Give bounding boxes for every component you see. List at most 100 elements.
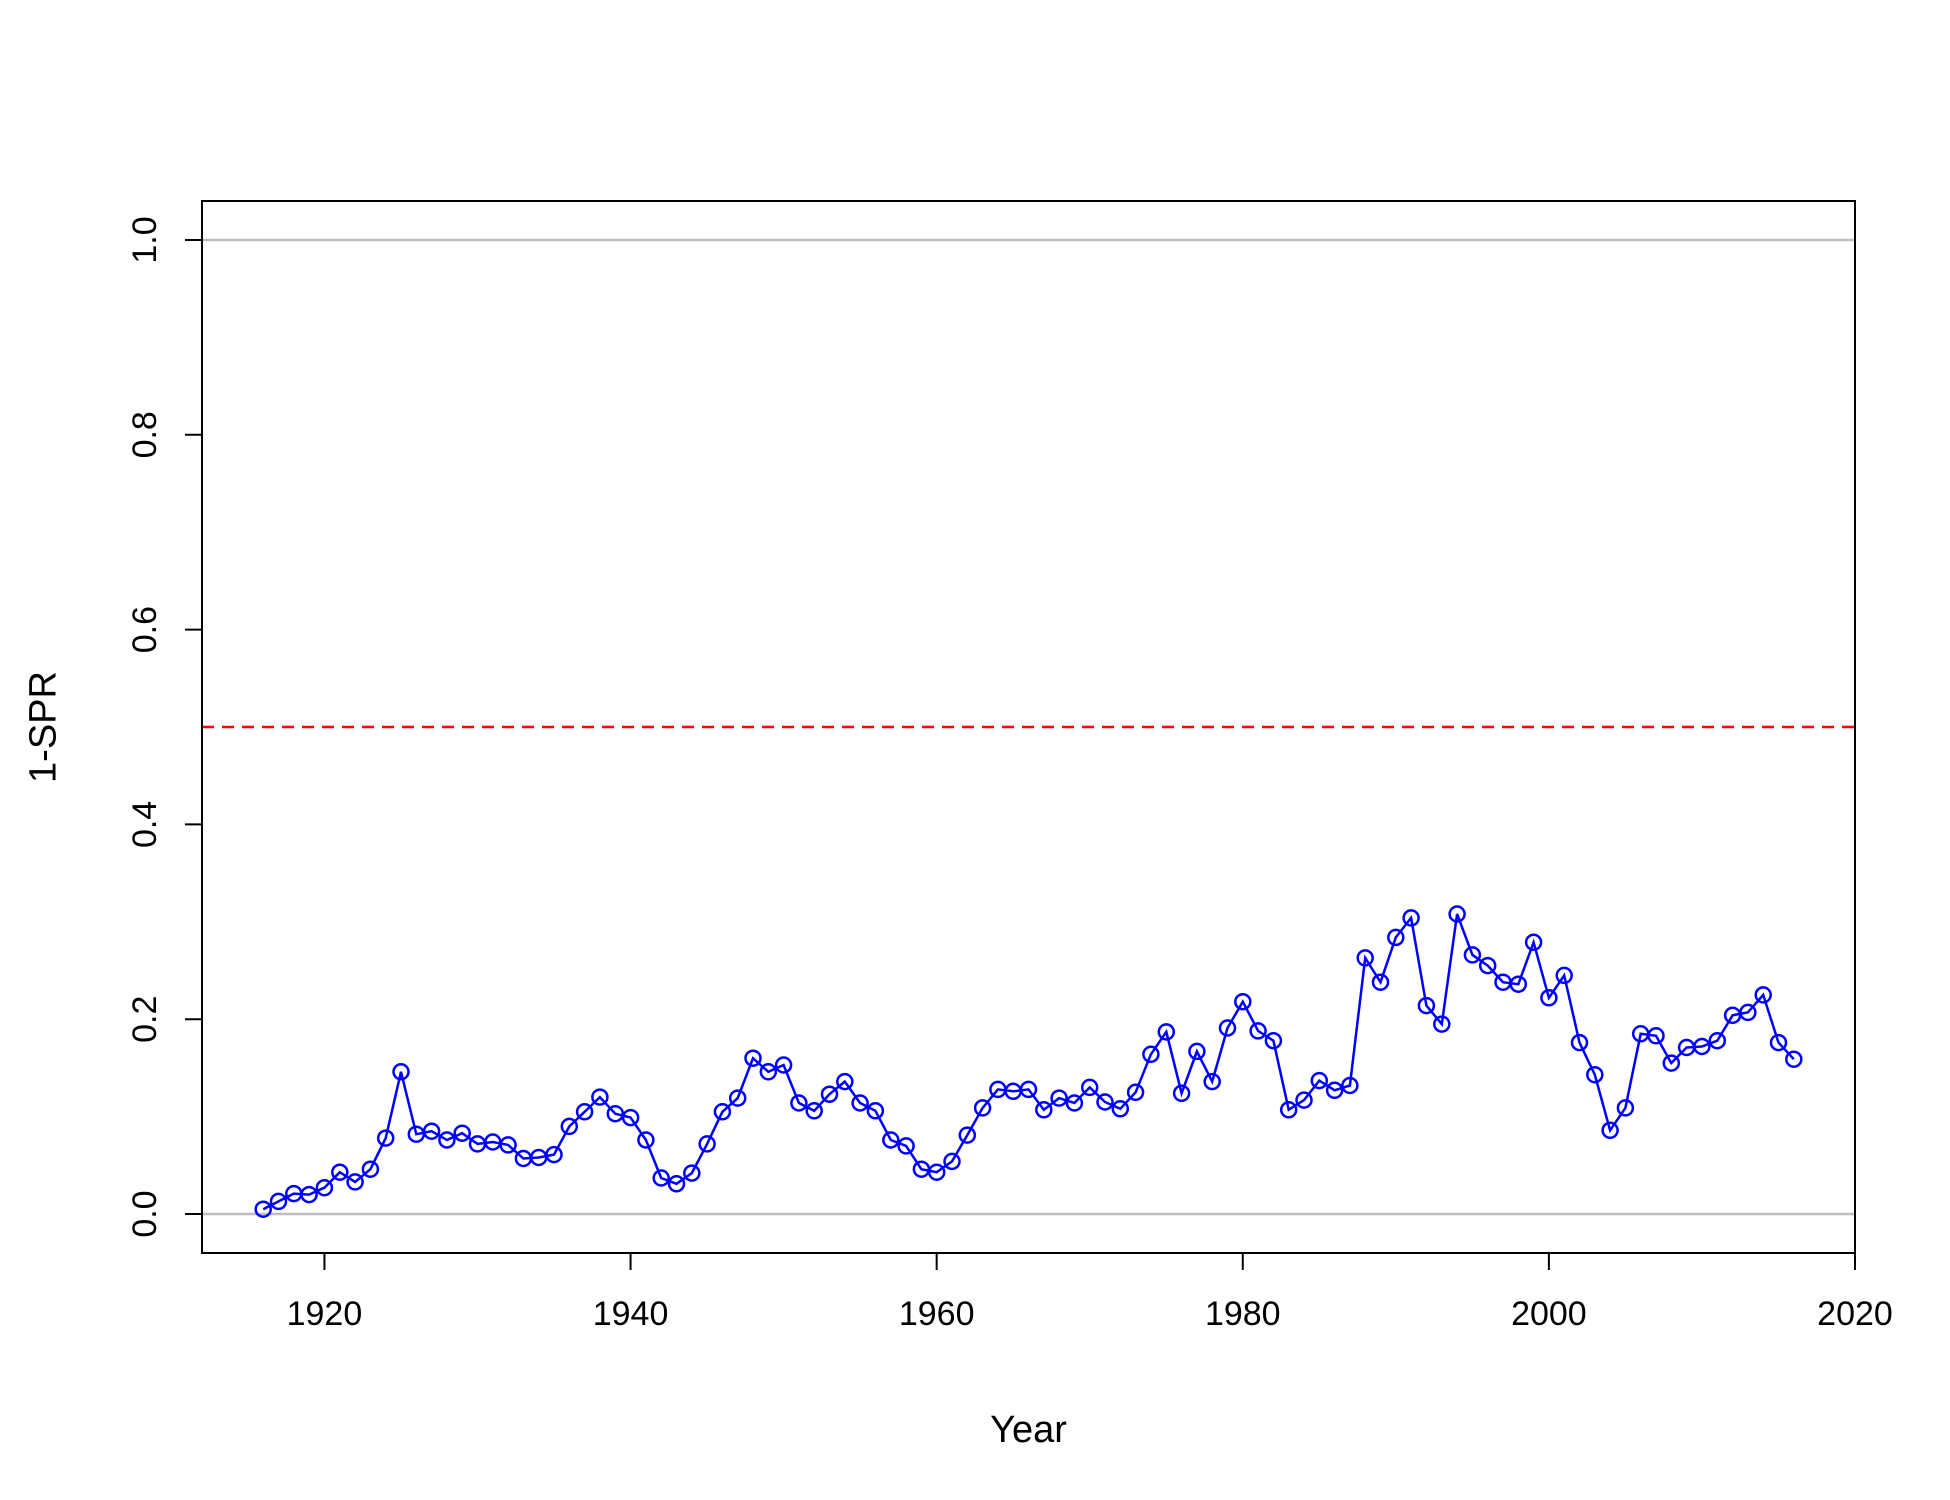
data-point: [1157, 1023, 1176, 1041]
data-point: [882, 1131, 900, 1149]
data-point: [1524, 933, 1543, 952]
data-point: [1126, 1083, 1145, 1102]
data-point: [1050, 1089, 1068, 1107]
data-point: [1693, 1037, 1711, 1056]
data-point: [1540, 989, 1558, 1007]
data-point: [1586, 1065, 1604, 1084]
data-point: [1264, 1031, 1283, 1050]
data-point: [1570, 1033, 1589, 1052]
data-point: [1172, 1084, 1191, 1103]
data-point: [331, 1163, 349, 1181]
data-point: [376, 1129, 395, 1147]
data-point: [1310, 1071, 1329, 1090]
data-point: [744, 1049, 762, 1067]
y-axis-title: 1-SPR: [22, 671, 64, 783]
data-point: [943, 1152, 961, 1171]
data-point: [499, 1136, 517, 1154]
data-point: [1279, 1101, 1298, 1119]
data-point: [545, 1145, 563, 1164]
data-point: [269, 1192, 288, 1211]
data-point: [1234, 992, 1252, 1011]
data-point: [1463, 946, 1482, 964]
data-point: [667, 1175, 686, 1193]
y-tick-label: 0.0: [126, 1190, 164, 1237]
data-point: [254, 1200, 272, 1218]
x-tick-label: 1920: [287, 1295, 363, 1333]
x-axis: 1920 1940 1960 1980 2000 2020: [287, 1252, 1893, 1333]
data-point: [1295, 1091, 1313, 1109]
data-point: [1371, 973, 1390, 991]
data-point: [851, 1094, 869, 1112]
x-tick-label: 2000: [1511, 1295, 1587, 1333]
data-point: [1341, 1076, 1359, 1095]
data-point: [820, 1085, 839, 1103]
y-tick-label: 0.4: [126, 801, 164, 848]
data-point: [637, 1131, 655, 1149]
data-point: [1356, 949, 1374, 967]
data-point: [1739, 1003, 1757, 1022]
data-point: [973, 1099, 992, 1117]
data-point: [1417, 996, 1436, 1015]
series-line: [262, 913, 1795, 1211]
x-axis-title: Year: [990, 1409, 1067, 1451]
x-tick-label: 2020: [1817, 1295, 1893, 1333]
data-point: [1708, 1031, 1727, 1050]
data-point: [1448, 905, 1466, 923]
data-point: [575, 1103, 594, 1121]
data-point: [713, 1103, 732, 1121]
data-point: [1647, 1027, 1665, 1045]
data-point: [1478, 956, 1497, 975]
data-point: [1433, 1015, 1451, 1033]
x-tick-label: 1980: [1205, 1295, 1281, 1333]
reference-lines: [202, 238, 1855, 1216]
data-point: [1142, 1045, 1160, 1064]
data-point: [1769, 1033, 1788, 1052]
data-point: [1616, 1099, 1635, 1117]
data-point: [790, 1094, 808, 1112]
data-point: [438, 1131, 456, 1149]
data-point: [621, 1108, 640, 1127]
data-point: [422, 1122, 441, 1140]
series-layer: [254, 905, 1803, 1218]
data-point: [1019, 1080, 1038, 1099]
data-point: [315, 1178, 334, 1197]
x-tick-label: 1940: [593, 1295, 669, 1333]
data-point: [927, 1163, 946, 1181]
data-point: [560, 1117, 579, 1136]
data-point: [1601, 1121, 1619, 1140]
data-point: [1249, 1022, 1267, 1040]
data-point: [683, 1164, 701, 1182]
data-point: [1096, 1093, 1114, 1111]
data-point: [453, 1124, 471, 1142]
data-point: [836, 1072, 854, 1091]
data-point: [1402, 909, 1420, 927]
data-point: [774, 1056, 793, 1074]
data-point: [1218, 1019, 1237, 1037]
data-point: [361, 1160, 380, 1178]
data-point: [652, 1169, 670, 1187]
data-point: [897, 1137, 915, 1155]
y-tick-label: 1.0: [126, 216, 164, 263]
y-tick-label: 0.8: [126, 411, 164, 458]
y-tick-label: 0.6: [126, 606, 164, 653]
data-point: [1754, 986, 1772, 1004]
data-point: [392, 1063, 410, 1081]
data-point: [728, 1089, 747, 1107]
data-point: [1662, 1054, 1681, 1072]
data-point: [1035, 1101, 1053, 1119]
data-point: [591, 1088, 609, 1106]
data-point: [1203, 1072, 1221, 1091]
data-point: [759, 1063, 778, 1081]
data-point: [805, 1102, 823, 1120]
data-point: [1188, 1042, 1206, 1061]
y-axis: 0.0 0.2 0.4 0.6 0.8 1.0: [126, 216, 203, 1238]
data-point: [300, 1185, 318, 1204]
data-point: [698, 1135, 716, 1153]
data-point: [1509, 975, 1528, 993]
data-point: [866, 1102, 885, 1120]
data-point: [1387, 928, 1405, 947]
data-point: [1080, 1078, 1099, 1097]
data-point: [1555, 966, 1573, 985]
data-point: [346, 1173, 364, 1191]
